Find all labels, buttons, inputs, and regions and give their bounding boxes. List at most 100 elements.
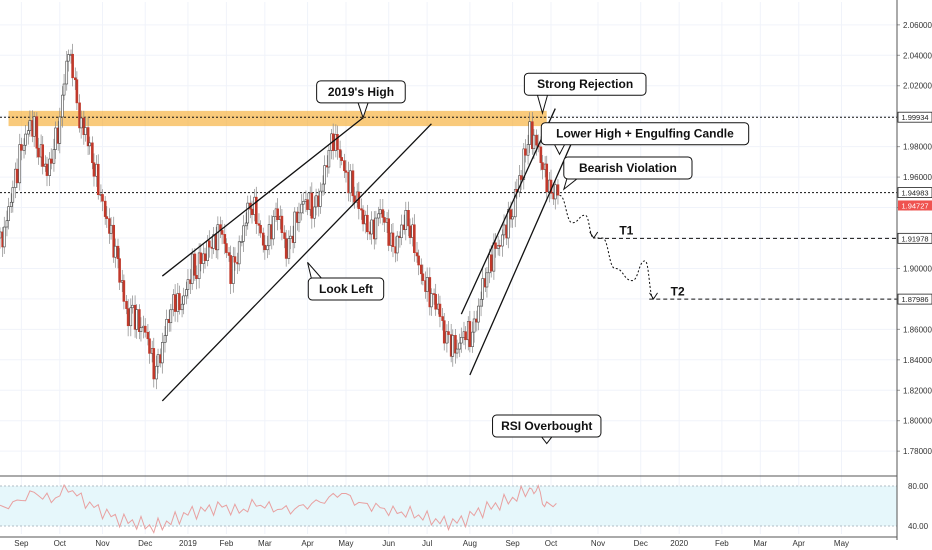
price-tick-label: 1.96000 [903, 173, 932, 182]
candle-body [432, 293, 436, 295]
candle-body [340, 157, 344, 161]
callout-bearish-violation: Bearish Violation [562, 156, 693, 191]
candle-body [361, 209, 365, 225]
candle-body [71, 53, 74, 79]
callout-pointer [562, 178, 578, 191]
candle-body [135, 309, 138, 330]
candle-body [79, 117, 83, 129]
candle-body [353, 195, 356, 203]
candle-body [471, 331, 474, 347]
candle-body [289, 235, 292, 239]
candle-body [96, 163, 100, 196]
candle-body [24, 133, 27, 146]
candle-body [173, 294, 177, 312]
callout-box [316, 80, 406, 104]
candle-body [306, 199, 309, 210]
candle-body [5, 220, 9, 228]
callout-pointer [357, 102, 369, 120]
time-tick-label: May [834, 539, 849, 548]
price-tick-label: 1.84000 [903, 356, 932, 365]
callout-rsi-overbought: RSI Overbought [492, 414, 602, 445]
candle-body [61, 94, 64, 118]
candle-body [0, 231, 2, 239]
candle-body [148, 338, 151, 354]
candle-body [185, 289, 188, 297]
candle-body [421, 273, 425, 281]
candle-body [387, 218, 391, 246]
candle-body [92, 162, 96, 177]
candle-body [261, 232, 265, 246]
candle-body [408, 225, 412, 238]
candle-body [374, 217, 378, 240]
candle-body [381, 209, 385, 218]
candle-body [383, 217, 386, 223]
candle-body [445, 331, 449, 344]
callout-box [563, 156, 693, 180]
callout-pointer [307, 262, 322, 279]
candle-body [101, 194, 104, 202]
callout-label: Bearish Violation [579, 161, 677, 175]
candle-body [511, 216, 514, 220]
candle-body [225, 243, 228, 253]
candle-body [323, 165, 326, 185]
candle-body [26, 130, 30, 135]
candle-body [472, 318, 476, 333]
rsi-tick-label: 80.00 [908, 482, 929, 491]
candle-body [434, 294, 437, 310]
time-tick-label: Apr [793, 539, 806, 548]
candle-body [216, 224, 220, 251]
candle-body [266, 245, 269, 251]
time-tick-label: Feb [219, 539, 233, 548]
candle-body [169, 309, 173, 324]
candle-body [481, 278, 484, 300]
candle-body [118, 258, 121, 283]
candle-body [52, 149, 56, 164]
projection-path [559, 194, 658, 300]
callout-label: Lower High + Engulfing Candle [556, 127, 734, 141]
price-tick-label: 2.02000 [903, 82, 932, 91]
candle-body [75, 79, 79, 104]
candle-body [114, 245, 117, 258]
candle-body [417, 255, 420, 266]
time-tick-label: Feb [715, 539, 729, 548]
callout-box [492, 414, 602, 438]
candle-body [203, 253, 207, 261]
time-tick-label: Sep [14, 539, 29, 548]
candle-body [314, 195, 318, 208]
candle-body [378, 209, 382, 215]
candle-body [7, 206, 10, 222]
callout-label: RSI Overbought [501, 419, 592, 433]
candle-body [287, 238, 291, 259]
candle-body [442, 320, 446, 344]
candle-body [464, 331, 467, 341]
candle-body [84, 127, 87, 135]
candle-body [163, 335, 167, 343]
candle-body [180, 303, 184, 311]
candle-body [220, 230, 224, 235]
candle-body [32, 116, 36, 137]
candle-body [35, 116, 39, 149]
candle-body [45, 163, 49, 176]
time-tick-label: Sep [505, 539, 520, 548]
candle-body [509, 209, 513, 220]
candle-body [143, 325, 147, 333]
candle-body [496, 245, 500, 249]
candle-body [105, 216, 109, 219]
candle-body [539, 146, 543, 163]
candle-body [197, 252, 201, 279]
candle-body [501, 234, 504, 247]
candle-body [11, 187, 15, 203]
candle-body [156, 354, 160, 367]
candle-body [280, 215, 284, 234]
candle-body [112, 224, 116, 258]
callout-lower-high: Lower High + Engulfing Candle [540, 122, 750, 156]
time-tick-label: Nov [591, 539, 605, 548]
candle-body [240, 241, 244, 243]
price-badge [897, 111, 932, 123]
candle-body [532, 134, 536, 150]
callout-box [540, 122, 750, 146]
candle-body [86, 127, 90, 147]
candle-body [283, 232, 286, 239]
